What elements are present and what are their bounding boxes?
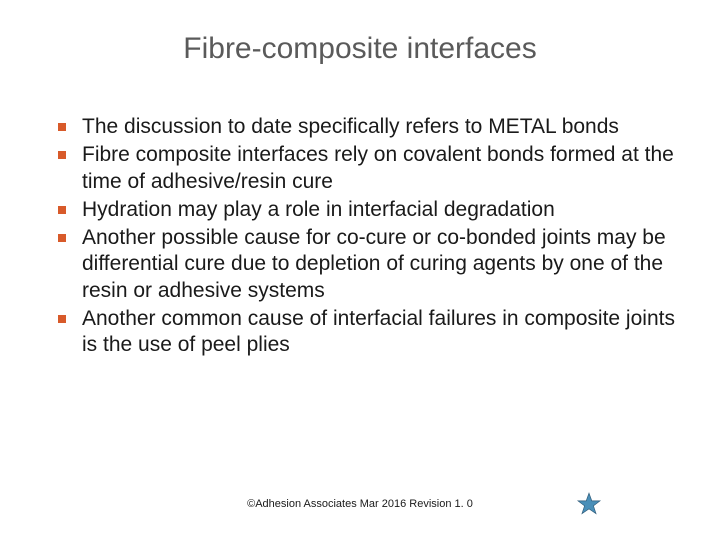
star-icon: [576, 492, 602, 518]
list-item: Fibre composite interfaces rely on coval…: [58, 142, 676, 195]
star-shape: [578, 493, 600, 514]
list-item: Another possible cause for co-cure or co…: [58, 225, 676, 304]
bullet-list: The discussion to date specifically refe…: [44, 114, 676, 358]
slide: Fibre-composite interfaces The discussio…: [0, 0, 720, 540]
list-item: Hydration may play a role in interfacial…: [58, 197, 676, 223]
list-item: Another common cause of interfacial fail…: [58, 306, 676, 359]
list-item: The discussion to date specifically refe…: [58, 114, 676, 140]
slide-title: Fibre-composite interfaces: [44, 32, 676, 66]
footer-text: ©Adhesion Associates Mar 2016 Revision 1…: [0, 498, 720, 510]
